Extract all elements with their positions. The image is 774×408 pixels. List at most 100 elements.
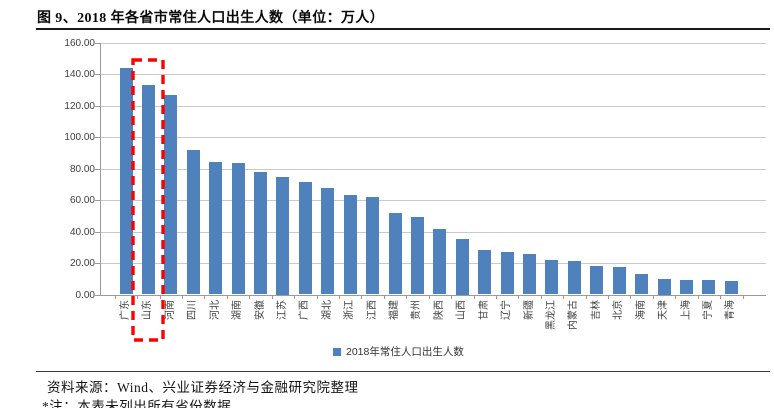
x-axis-tick [473,294,475,299]
x-axis-label: 天津 [658,300,670,320]
x-axis-tick [495,294,497,299]
x-axis-label: 辽宁 [501,300,513,320]
x-axis-line [100,294,766,296]
x-axis-label: 广西 [299,300,311,320]
x-axis-tick [271,294,273,299]
bar [164,94,178,295]
x-axis-label: 山西 [456,300,468,320]
x-axis-tick [630,294,632,299]
title-divider [36,28,770,30]
bar [567,261,581,295]
x-axis-tick [226,294,228,299]
x-axis-tick [114,294,116,299]
bar [635,274,649,295]
legend-swatch-icon [333,347,341,356]
x-axis-label: 新疆 [523,300,535,320]
x-axis-label: 安徽 [254,300,266,320]
x-axis-label: 海南 [635,300,647,320]
y-axis-tick [95,168,100,170]
x-axis-label: 宁夏 [702,300,714,320]
legend-label: 2018年常住人口出生人数 [346,346,464,358]
x-axis-tick [451,294,453,299]
bar [141,85,155,295]
gridline [100,74,766,76]
x-axis-label: 北京 [613,300,625,320]
x-axis-tick [697,294,699,299]
bar [478,249,492,295]
x-axis-tick [675,294,677,299]
bar [209,161,223,295]
x-axis-tick [585,294,587,299]
x-axis-tick [518,294,520,299]
x-axis-tick [383,294,385,299]
x-axis-tick [137,294,139,299]
x-axis-label: 湖北 [321,300,333,320]
x-axis-tick [159,294,161,299]
bar [455,239,469,295]
bar [276,176,290,295]
gridline [100,43,766,44]
gridline [100,105,766,107]
chart-legend: 2018年常住人口出生人数 [333,344,464,359]
y-axis-label: 160.00 [64,38,95,49]
x-axis-tick [563,294,565,299]
x-axis-label: 吉林 [590,300,602,320]
bar [254,171,268,295]
source-attribution: 资料来源：Wind、兴业证券经济与金融研究院整理 [47,380,359,395]
x-axis-label: 湖南 [232,300,244,320]
y-axis-tick [95,200,100,202]
bar-chart: 0.00 20.00 40.00 60.00 80.00 100.00 120.00 140.… [64,38,766,330]
y-axis-label: 80.00 [69,163,95,175]
bar [321,187,335,295]
x-axis-label: 浙江 [344,300,356,320]
bar [590,266,604,295]
bar [388,212,402,295]
x-axis-label: 江苏 [276,300,288,320]
bar [343,195,357,295]
footnote: *注：本表未列出所有省份数据 [42,399,232,408]
x-axis-label: 四川 [187,300,199,320]
x-axis-tick [608,294,610,299]
x-axis-label: 贵州 [411,300,423,320]
bar [410,217,424,295]
y-axis-label: 0.00 [75,289,95,301]
bar [500,252,514,295]
footer-divider [36,371,770,372]
y-axis-tick [95,137,100,139]
bar [657,278,671,295]
y-axis-tick [95,263,100,265]
bar [231,163,245,295]
x-axis-tick [249,294,251,299]
x-axis-tick [742,294,744,299]
x-axis-tick [204,294,206,299]
bar [702,280,716,295]
y-axis-tick [95,43,100,44]
x-axis-label: 上海 [680,300,692,320]
bar [523,253,537,295]
x-axis-tick [428,294,430,299]
y-axis-tick [95,231,100,233]
gridline [100,263,766,265]
x-axis-tick [652,294,654,299]
y-axis-tick [95,74,100,76]
x-axis-label: 江西 [366,300,378,320]
x-axis-tick [294,294,296,299]
x-axis-label: 黑龙江 [545,300,557,330]
bar [366,197,380,295]
x-axis-tick [540,294,542,299]
x-axis-label: 内蒙古 [568,300,580,330]
y-axis-tick [95,294,100,296]
y-axis-label: 100.00 [64,132,95,144]
y-axis-label: 140.00 [64,69,95,81]
bar [298,182,312,295]
x-axis-label: 河北 [209,300,221,320]
gridline [100,137,766,139]
bar [612,266,626,295]
x-axis-label: 福建 [389,300,401,320]
bar [186,149,200,295]
bar [680,279,693,295]
x-axis-tick [361,294,363,299]
x-axis-label: 甘肃 [478,300,490,320]
bar [119,68,133,295]
